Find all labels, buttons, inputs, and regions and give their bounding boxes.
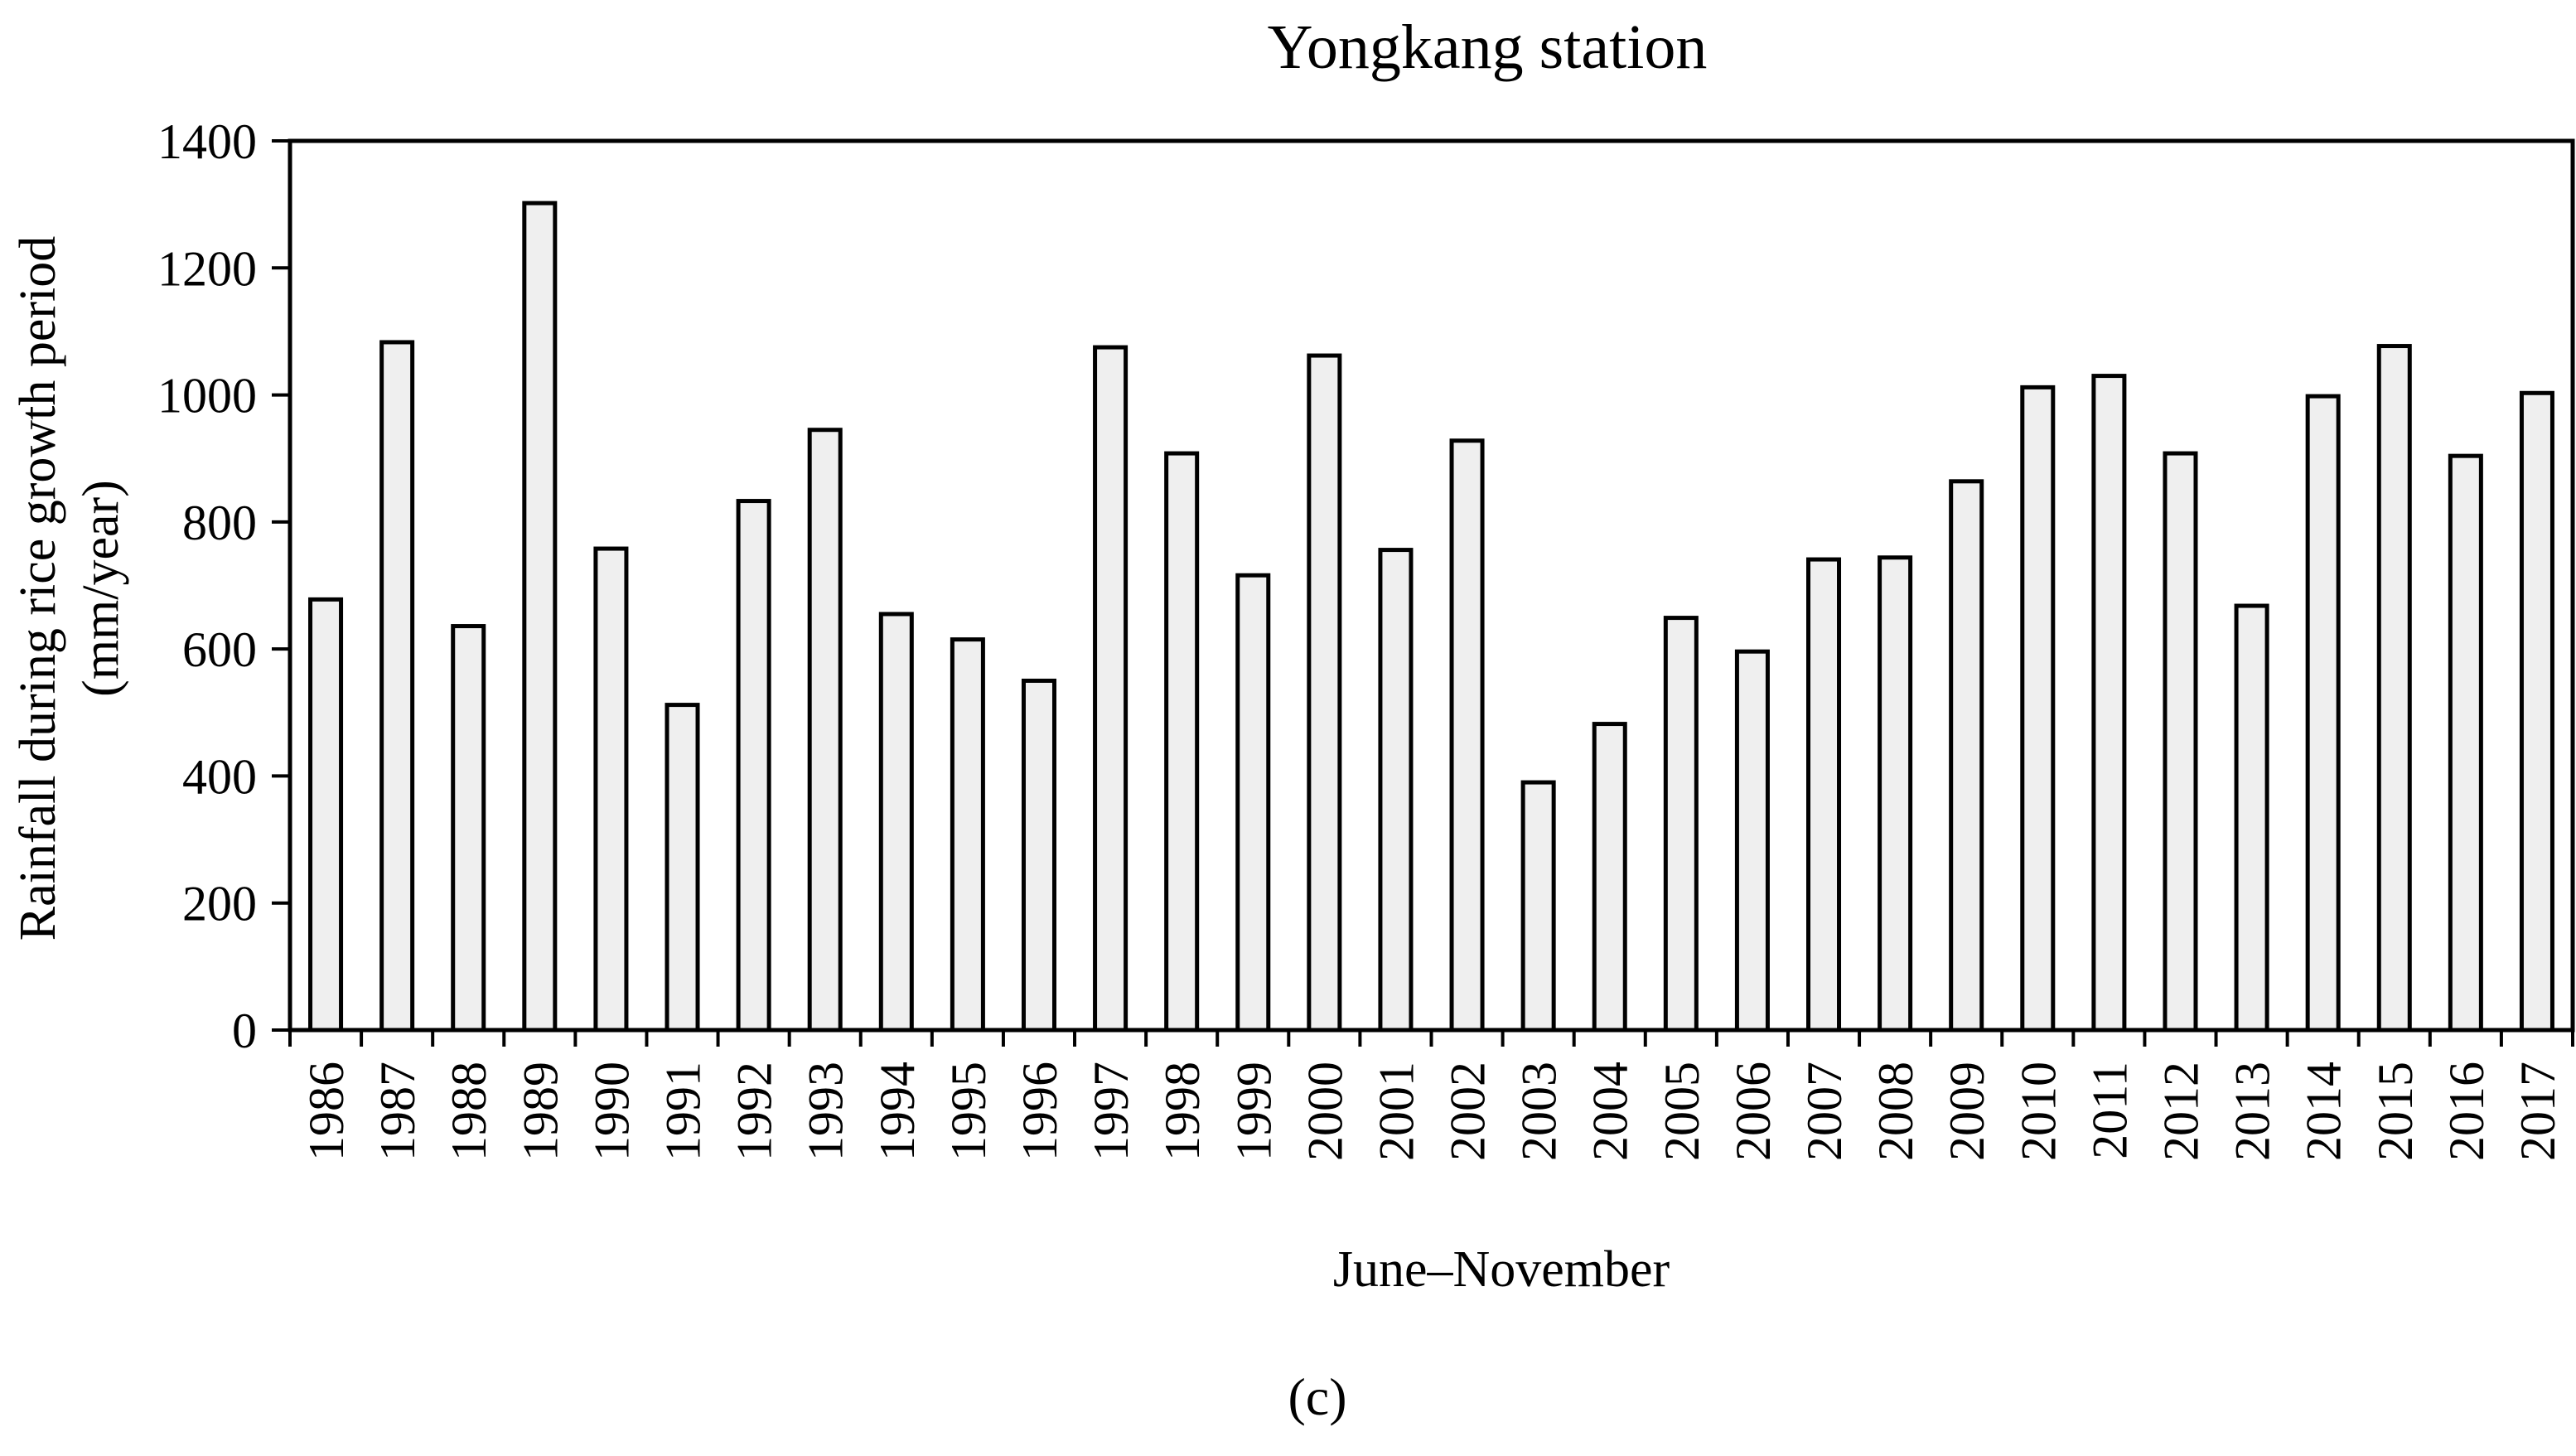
x-tick-label: 2004 <box>1583 1062 1638 1161</box>
bar-2007 <box>1806 557 1842 1033</box>
x-tick-label: 1997 <box>1084 1062 1138 1161</box>
bar-1986 <box>308 597 344 1033</box>
x-tick-label: 2013 <box>2226 1062 2280 1161</box>
bar-1990 <box>593 546 629 1033</box>
x-axis-title: June–November <box>1333 1241 1670 1298</box>
bar-2008 <box>1878 555 1913 1033</box>
bar-2010 <box>2020 385 2056 1033</box>
bar-2011 <box>2091 374 2127 1033</box>
y-tick-label: 1400 <box>157 114 257 169</box>
bar-2017 <box>2519 390 2554 1033</box>
bar-1997 <box>1093 345 1129 1033</box>
x-tick-label: 2015 <box>2368 1062 2423 1161</box>
bar-1994 <box>878 612 914 1033</box>
y-tick-label: 400 <box>182 749 257 804</box>
x-tick-label: 2001 <box>1369 1062 1423 1161</box>
y-axis: 0 200 400 600 800 1000 1200 1400 <box>157 114 290 1058</box>
x-tick-label: 1987 <box>370 1062 425 1161</box>
bar-2003 <box>1520 780 1556 1033</box>
x-tick-label: 1992 <box>727 1062 782 1161</box>
x-tick-label: 2014 <box>2297 1062 2351 1161</box>
bar-1989 <box>522 201 558 1033</box>
y-tick-label: 800 <box>182 496 257 550</box>
bar-1995 <box>950 637 985 1033</box>
x-tick-label: 2016 <box>2439 1062 2494 1161</box>
bar-2000 <box>1307 353 1342 1033</box>
bar-series <box>308 201 2554 1033</box>
x-tick-label: 1996 <box>1013 1062 1067 1161</box>
x-tick-label: 2010 <box>2011 1062 2066 1161</box>
bar-1988 <box>451 624 486 1033</box>
x-axis: 1986 1987 1988 1989 1990 1991 1992 1993 1994 1995… <box>288 1030 2574 1161</box>
x-tick-label: 1989 <box>513 1062 568 1161</box>
y-axis-title-line-1: Rainfall during rice growth period <box>10 236 66 941</box>
bar-2013 <box>2234 603 2269 1033</box>
bar-2002 <box>1449 438 1485 1033</box>
chart-title: Yongkang station <box>1268 12 1708 82</box>
plot-area-frame <box>288 138 2575 1033</box>
bar-1993 <box>807 428 843 1033</box>
bar-2016 <box>2448 453 2483 1033</box>
x-tick-label: 2008 <box>1868 1062 1923 1161</box>
x-tick-label: 1986 <box>299 1062 354 1161</box>
x-tick-label: 1988 <box>442 1062 496 1161</box>
bar-2012 <box>2163 451 2198 1033</box>
x-tick-label: 2017 <box>2511 1062 2565 1161</box>
x-tick-label: 2000 <box>1298 1062 1352 1161</box>
x-tick-label: 1998 <box>1155 1062 1210 1161</box>
bar-1999 <box>1235 573 1271 1033</box>
x-tick-label: 1993 <box>799 1062 853 1161</box>
y-tick-label: 0 <box>232 1004 257 1058</box>
x-tick-label: 1995 <box>941 1062 996 1161</box>
y-tick-label: 1000 <box>157 369 257 423</box>
x-tick-label: 2011 <box>2082 1062 2137 1159</box>
panel-label: (c) <box>1288 1367 1346 1426</box>
x-tick-label: 1999 <box>1226 1062 1281 1161</box>
x-tick-label: 2005 <box>1655 1062 1709 1161</box>
y-axis-title-line-2: (mm/year) <box>73 480 129 697</box>
bar-2004 <box>1592 722 1627 1033</box>
bar-2005 <box>1663 616 1699 1033</box>
y-tick-label: 600 <box>182 622 257 677</box>
bar-2015 <box>2376 344 2412 1033</box>
bar-1998 <box>1164 451 1200 1033</box>
x-tick-label: 1991 <box>656 1062 711 1161</box>
x-tick-label: 2007 <box>1797 1062 1852 1161</box>
x-tick-label: 2009 <box>1940 1062 1994 1161</box>
bar-2006 <box>1734 649 1770 1033</box>
y-tick-label: 1200 <box>157 241 257 296</box>
bar-2001 <box>1378 548 1414 1033</box>
bar-1992 <box>736 499 771 1033</box>
x-tick-label: 2002 <box>1441 1062 1496 1161</box>
x-tick-label: 1994 <box>870 1062 925 1161</box>
x-tick-label: 1990 <box>584 1062 639 1161</box>
x-tick-label: 2006 <box>1726 1062 1781 1161</box>
x-tick-label: 2003 <box>1512 1062 1567 1161</box>
x-tick-label: 2012 <box>2153 1062 2208 1161</box>
bar-1996 <box>1021 678 1056 1033</box>
y-tick-label: 200 <box>182 877 257 931</box>
bar-2014 <box>2305 394 2341 1033</box>
y-axis-title: Rainfall during rice growth period (mm/y… <box>10 236 129 941</box>
bar-1991 <box>665 703 700 1033</box>
bar-2009 <box>1949 479 1984 1033</box>
bar-1987 <box>379 340 415 1033</box>
